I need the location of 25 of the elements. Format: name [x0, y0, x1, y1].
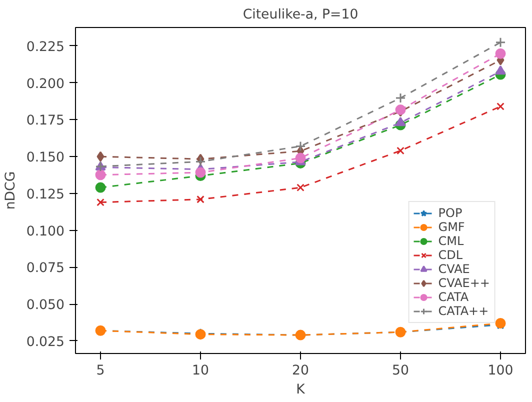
x-tick-label: 100	[488, 364, 514, 378]
legend-label: CVAE	[438, 262, 470, 276]
legend-label: CVAE++	[438, 276, 490, 290]
legend-label: CML	[438, 234, 464, 248]
x-tick-label: 20	[292, 364, 309, 378]
x-tick-label: 5	[96, 364, 105, 378]
legend-label: CDL	[438, 248, 463, 262]
x-tick-label: 50	[392, 364, 409, 378]
y-tick-label: 0.050	[26, 298, 64, 314]
y-axis-title: nDCG	[3, 171, 18, 210]
legend-label: CATA++	[438, 304, 489, 318]
x-tick-label: 10	[192, 364, 209, 378]
y-tick-label: 0.025	[26, 334, 64, 350]
y-tick-label: 0.075	[26, 261, 64, 276]
legend-label: GMF	[438, 220, 465, 234]
legend-label: CATA	[438, 290, 469, 304]
legend-label: POP	[438, 206, 462, 220]
y-tick-label: 0.150	[26, 150, 64, 166]
chart-title: Citeulike-a, P=10	[242, 8, 358, 22]
x-axis-title: K	[296, 382, 306, 398]
y-tick-label: 0.200	[26, 76, 64, 92]
y-tick-label: 0.175	[26, 114, 64, 129]
y-tick-label: 0.100	[26, 224, 64, 240]
y-tick-label: 0.125	[26, 187, 64, 202]
y-tick-label: 0.225	[26, 40, 64, 55]
